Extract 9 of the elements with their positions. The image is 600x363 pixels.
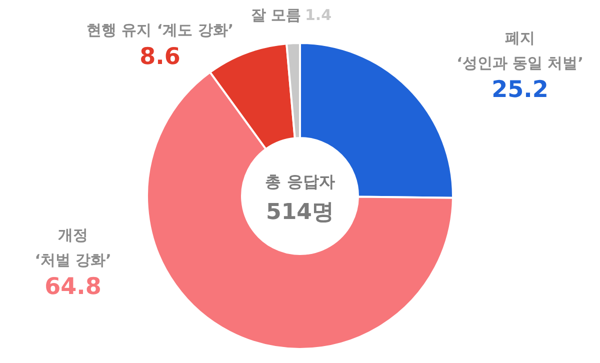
slice-label: 폐지 ‘성인과 동일 처벌’: [456, 29, 584, 72]
data-label: 25.2: [492, 77, 548, 103]
slice-label: 개정 ‘처벌 강화’: [34, 226, 112, 269]
data-label: 8.6: [140, 44, 180, 70]
slice-label: 현행 유지 ‘계도 강화’: [86, 21, 234, 39]
data-label: 64.8: [44, 274, 102, 300]
slice-label: 잘 모름: [250, 6, 301, 24]
text: 514명: [266, 200, 334, 225]
text: 총 응답자: [265, 172, 335, 191]
